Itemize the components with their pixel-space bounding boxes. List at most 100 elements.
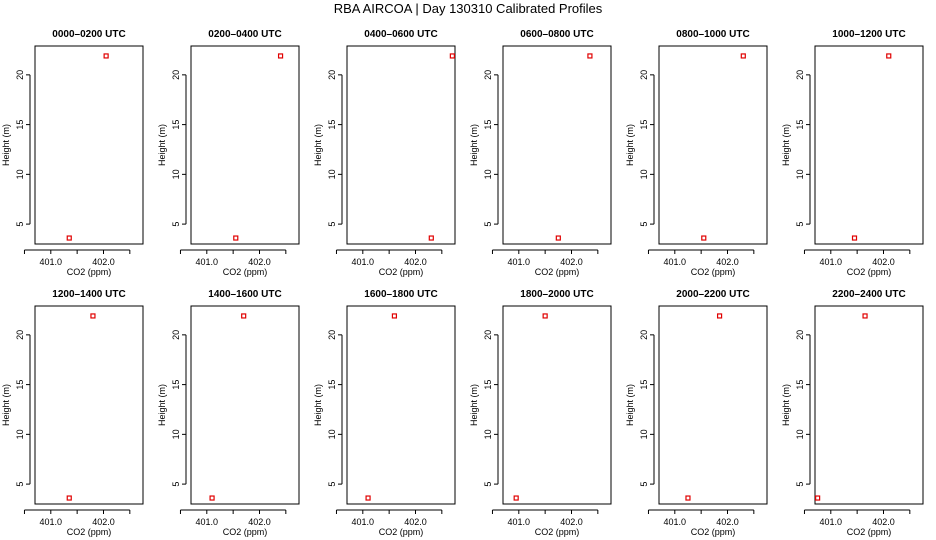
y-axis-label: Height (m)	[313, 384, 323, 426]
y-axis-label: Height (m)	[625, 384, 635, 426]
x-tick-label: 401.0	[508, 517, 531, 527]
y-tick-label: 5	[327, 222, 337, 227]
x-axis-label: CO2 (ppm)	[535, 527, 580, 537]
x-tick-label: 402.0	[716, 257, 739, 267]
y-axis-label: Height (m)	[157, 124, 167, 166]
y-tick-label: 10	[15, 169, 25, 179]
data-point	[365, 495, 371, 501]
data-point	[851, 235, 858, 241]
chart-panel: 0400–0600 UTC 401.0 402.0 5 10 15 20 CO2 (ppm) H…	[313, 29, 456, 277]
panel-title: 0600–0800 UTC	[520, 29, 593, 40]
plot-frame	[502, 45, 612, 245]
data-point	[428, 235, 434, 241]
chart-panel: 2200–2400 UTC 401.0 402.0 5 10 15 20 CO2 (ppm) H…	[781, 289, 924, 537]
x-tick-label: 401.0	[40, 257, 63, 267]
x-axis-label: CO2 (ppm)	[847, 267, 892, 277]
y-axis-label: Height (m)	[781, 124, 791, 166]
y-tick-label: 20	[483, 70, 493, 80]
y-tick-label: 20	[795, 330, 805, 340]
y-tick-label: 20	[639, 330, 649, 340]
chart-panel: 2000–2200 UTC 401.0 402.0 5 10 15 20 CO2 (ppm) H…	[625, 289, 768, 537]
plot-frame	[502, 305, 612, 505]
x-tick-label: 402.0	[248, 257, 271, 267]
x-tick-label: 402.0	[248, 517, 271, 527]
y-tick-label: 15	[795, 380, 805, 390]
data-point	[862, 313, 868, 319]
y-axis-label: Height (m)	[1, 124, 11, 166]
plot-frame	[190, 45, 300, 245]
panel-title: 2000–2200 UTC	[676, 289, 749, 300]
data-point	[277, 53, 284, 59]
plot-frame	[658, 305, 768, 505]
data-point	[513, 495, 519, 501]
panel-title: 1200–1400 UTC	[52, 289, 125, 300]
x-axis-label: CO2 (ppm)	[535, 267, 580, 277]
panel-title: 2200–2400 UTC	[832, 289, 905, 300]
data-point	[716, 313, 723, 319]
x-tick-label: 402.0	[716, 517, 739, 527]
x-axis-label: CO2 (ppm)	[67, 267, 112, 277]
chart-panel: 0600–0800 UTC 401.0 402.0 5 10 15 20 CO2 (ppm) H…	[469, 29, 612, 277]
x-tick-label: 401.0	[40, 517, 63, 527]
y-tick-label: 20	[327, 330, 337, 340]
y-tick-label: 15	[483, 380, 493, 390]
panel-title: 0400–0600 UTC	[364, 29, 437, 40]
y-tick-label: 15	[327, 120, 337, 130]
chart-panel: 0800–1000 UTC 401.0 402.0 5 10 15 20 CO2 (ppm) H…	[625, 29, 768, 277]
panel-title: 0000–0200 UTC	[52, 29, 125, 40]
y-axis-label: Height (m)	[157, 384, 167, 426]
x-axis-label: CO2 (ppm)	[691, 267, 736, 277]
y-tick-label: 10	[639, 429, 649, 439]
y-tick-label: 20	[639, 70, 649, 80]
y-tick-label: 5	[795, 222, 805, 227]
y-tick-label: 10	[171, 169, 181, 179]
chart-panel: 0200–0400 UTC 401.0 402.0 5 10 15 20 CO2 (ppm) H…	[157, 29, 300, 277]
y-tick-label: 15	[171, 380, 181, 390]
data-point	[886, 53, 892, 59]
plot-frame	[346, 45, 456, 245]
chart-panel: 1800–2000 UTC 401.0 402.0 5 10 15 20 CO2 (ppm) H…	[469, 289, 612, 537]
x-tick-label: 402.0	[560, 257, 583, 267]
plot-frame	[658, 45, 768, 245]
plot-frame	[346, 305, 456, 505]
data-point	[815, 495, 821, 501]
plot-frame	[814, 45, 924, 245]
y-tick-label: 20	[15, 330, 25, 340]
x-tick-label: 401.0	[664, 517, 687, 527]
y-tick-label: 10	[171, 429, 181, 439]
y-tick-label: 10	[327, 429, 337, 439]
y-tick-label: 15	[639, 120, 649, 130]
x-axis-label: CO2 (ppm)	[67, 527, 112, 537]
x-tick-label: 401.0	[820, 517, 843, 527]
chart-panel: 0000–0200 UTC 401.0 402.0 5 10 15 20 CO2 (ppm) H…	[1, 29, 144, 277]
y-tick-label: 5	[483, 482, 493, 487]
y-tick-label: 20	[171, 70, 181, 80]
y-tick-label: 10	[483, 169, 493, 179]
panel-title: 0800–1000 UTC	[676, 29, 749, 40]
x-tick-label: 401.0	[352, 257, 375, 267]
y-tick-label: 5	[639, 482, 649, 487]
y-tick-label: 20	[795, 70, 805, 80]
panel-title: 1600–1800 UTC	[364, 289, 437, 300]
y-tick-label: 10	[795, 429, 805, 439]
x-axis-label: CO2 (ppm)	[223, 267, 268, 277]
data-point	[701, 235, 707, 241]
chart-panel: 1400–1600 UTC 401.0 402.0 5 10 15 20 CO2 (ppm) H…	[157, 289, 300, 537]
chart-panel: 1000–1200 UTC 401.0 402.0 5 10 15 20 CO2 (ppm) H…	[781, 29, 924, 277]
y-tick-label: 10	[327, 169, 337, 179]
data-point	[740, 53, 746, 59]
chart-panel: 1200–1400 UTC 401.0 402.0 5 10 15 20 CO2 (ppm) H…	[1, 289, 144, 537]
x-axis-label: CO2 (ppm)	[691, 527, 736, 537]
data-point	[449, 53, 455, 59]
y-axis-label: Height (m)	[1, 384, 11, 426]
data-point	[103, 53, 109, 59]
x-tick-label: 402.0	[404, 257, 427, 267]
chart-panel: 1600–1800 UTC 401.0 402.0 5 10 15 20 CO2 (ppm) H…	[313, 289, 456, 537]
data-point	[555, 235, 561, 241]
x-tick-label: 402.0	[92, 517, 115, 527]
y-tick-label: 10	[639, 169, 649, 179]
y-tick-label: 15	[327, 380, 337, 390]
y-tick-label: 15	[483, 120, 493, 130]
y-tick-label: 10	[795, 169, 805, 179]
